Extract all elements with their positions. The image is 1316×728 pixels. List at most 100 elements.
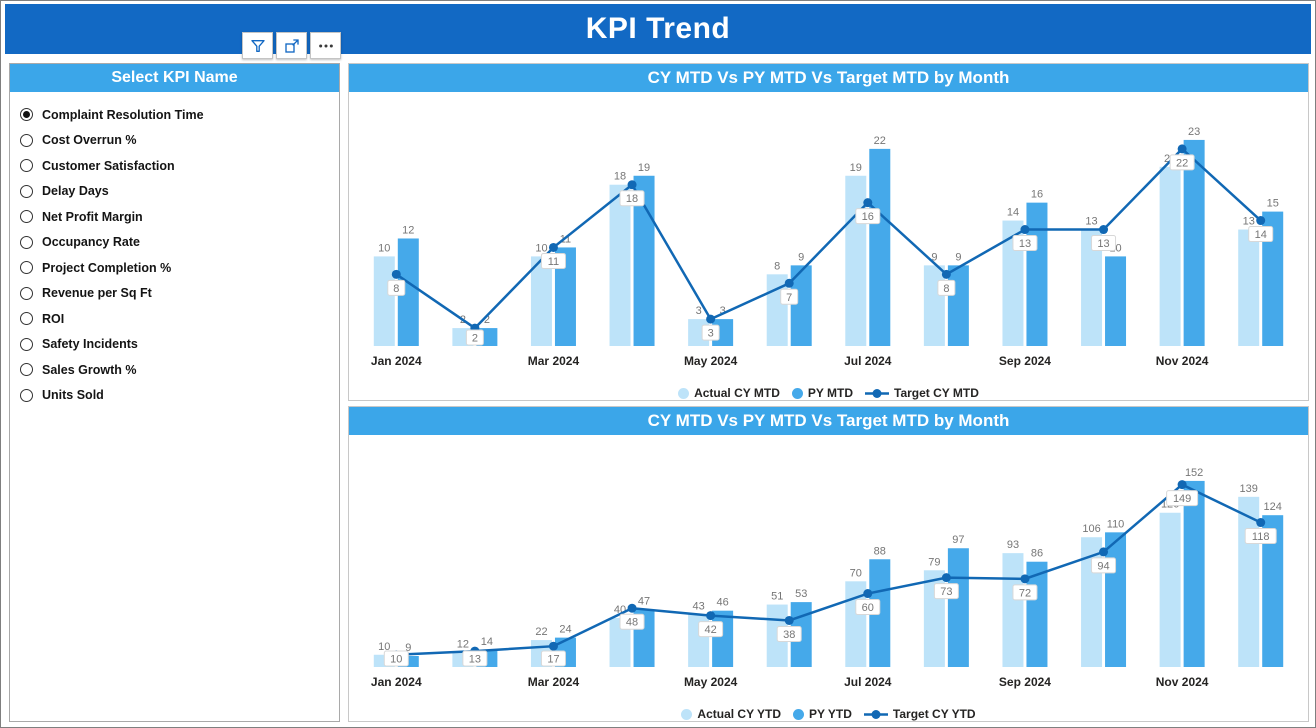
radio-unselected-icon[interactable]	[20, 261, 33, 275]
bar-actual[interactable]	[1002, 553, 1024, 667]
bar-actual[interactable]	[1238, 496, 1260, 667]
bar-py[interactable]	[1026, 202, 1048, 346]
target-point[interactable]	[941, 573, 951, 583]
bar-value-label: 9	[955, 251, 961, 263]
more-options-button[interactable]	[310, 32, 341, 59]
bar-py[interactable]	[1105, 532, 1127, 667]
focus-mode-button[interactable]	[276, 32, 307, 59]
radio-unselected-icon[interactable]	[20, 133, 33, 147]
target-point[interactable]	[1256, 518, 1266, 528]
bar-py[interactable]	[1183, 139, 1205, 346]
legend-item[interactable]: Target CY MTD	[865, 386, 979, 400]
bar-actual[interactable]	[845, 175, 867, 346]
filter-button[interactable]	[242, 32, 273, 59]
bar-actual[interactable]	[609, 184, 631, 346]
legend-item[interactable]: Actual CY YTD	[681, 707, 781, 721]
bar-actual[interactable]	[1081, 229, 1103, 346]
bar-py[interactable]	[1262, 515, 1284, 667]
target-point[interactable]	[863, 589, 873, 599]
target-point[interactable]	[941, 269, 951, 279]
bar-value-label: 19	[638, 162, 650, 174]
kpi-option[interactable]: Sales Growth %	[20, 357, 333, 383]
bar-actual[interactable]	[923, 265, 945, 346]
kpi-option[interactable]: Complaint Resolution Time	[20, 102, 333, 128]
kpi-option[interactable]: Revenue per Sq Ft	[20, 281, 333, 307]
legend-item[interactable]: PY YTD	[792, 707, 852, 721]
bar-py[interactable]	[397, 238, 419, 346]
radio-unselected-icon[interactable]	[20, 210, 33, 224]
target-point[interactable]	[548, 242, 558, 252]
target-point[interactable]	[784, 615, 794, 625]
kpi-option[interactable]: ROI	[20, 306, 333, 332]
kpi-option[interactable]: Project Completion %	[20, 255, 333, 281]
bar-actual[interactable]	[1159, 512, 1181, 667]
radio-unselected-icon[interactable]	[20, 363, 33, 377]
bar-value-label: 46	[717, 597, 729, 609]
bar-actual[interactable]	[373, 256, 395, 346]
radio-unselected-icon[interactable]	[20, 184, 33, 198]
target-value-label: 7	[786, 292, 792, 304]
kpi-option[interactable]: Customer Satisfaction	[20, 153, 333, 179]
target-point[interactable]	[1099, 547, 1109, 557]
target-label-box	[1166, 490, 1199, 507]
radio-unselected-icon[interactable]	[20, 159, 33, 173]
bar-py[interactable]	[712, 610, 734, 667]
bar-value-label: 13	[1085, 216, 1097, 228]
legend-item[interactable]: PY MTD	[791, 386, 853, 400]
radio-unselected-icon[interactable]	[20, 286, 33, 300]
kpi-option[interactable]: Net Profit Margin	[20, 204, 333, 230]
radio-unselected-icon[interactable]	[20, 337, 33, 351]
target-label-box	[1012, 235, 1038, 252]
x-axis-label: Jul 2024	[844, 354, 892, 368]
bar-actual[interactable]	[1002, 220, 1024, 346]
target-label-box	[855, 599, 881, 616]
target-point[interactable]	[1177, 144, 1187, 154]
target-point[interactable]	[706, 314, 716, 324]
kpi-option[interactable]: Units Sold	[20, 383, 333, 409]
bar-value-label: 51	[771, 591, 783, 603]
target-point[interactable]	[627, 180, 637, 190]
radio-unselected-icon[interactable]	[20, 388, 33, 402]
kpi-option[interactable]: Occupancy Rate	[20, 230, 333, 256]
bar-py[interactable]	[554, 247, 576, 346]
target-point[interactable]	[784, 278, 794, 288]
bar-value-label: 152	[1185, 467, 1203, 479]
target-point[interactable]	[706, 611, 716, 621]
bar-actual[interactable]	[1238, 229, 1260, 346]
target-point[interactable]	[1099, 225, 1109, 235]
target-point[interactable]	[1020, 225, 1030, 235]
bar-actual[interactable]	[609, 618, 631, 667]
kpi-option[interactable]: Cost Overrun %	[20, 128, 333, 154]
bar-value-label: 12	[402, 224, 414, 236]
target-point[interactable]	[548, 641, 558, 651]
bar-py[interactable]	[1105, 256, 1127, 346]
target-label-box	[387, 279, 406, 296]
bar-actual[interactable]	[1159, 166, 1181, 346]
target-point[interactable]	[1177, 480, 1187, 490]
bar-py[interactable]	[947, 265, 969, 346]
bar-value-label: 110	[1107, 518, 1125, 530]
radio-unselected-icon[interactable]	[20, 312, 33, 326]
legend-item[interactable]: Target CY YTD	[863, 707, 976, 721]
bar-py[interactable]	[869, 148, 891, 346]
bar-py[interactable]	[1183, 480, 1205, 667]
target-point[interactable]	[391, 269, 401, 279]
kpi-option[interactable]: Delay Days	[20, 179, 333, 205]
target-point[interactable]	[1256, 216, 1266, 226]
radio-unselected-icon[interactable]	[20, 235, 33, 249]
bar-py[interactable]	[633, 175, 655, 346]
bar-actual[interactable]	[530, 256, 552, 346]
target-point[interactable]	[627, 603, 637, 613]
legend-item[interactable]: Actual CY MTD	[678, 386, 780, 400]
kpi-option-label: Customer Satisfaction	[42, 158, 175, 173]
kpi-option[interactable]: Safety Incidents	[20, 332, 333, 358]
target-point[interactable]	[863, 198, 873, 208]
bar-py[interactable]	[790, 265, 812, 346]
bar-value-label: 43	[693, 600, 705, 612]
target-point[interactable]	[1020, 574, 1030, 584]
bar-py[interactable]	[947, 548, 969, 667]
bar-py[interactable]	[1262, 211, 1284, 346]
radio-selected-icon[interactable]	[20, 108, 33, 122]
